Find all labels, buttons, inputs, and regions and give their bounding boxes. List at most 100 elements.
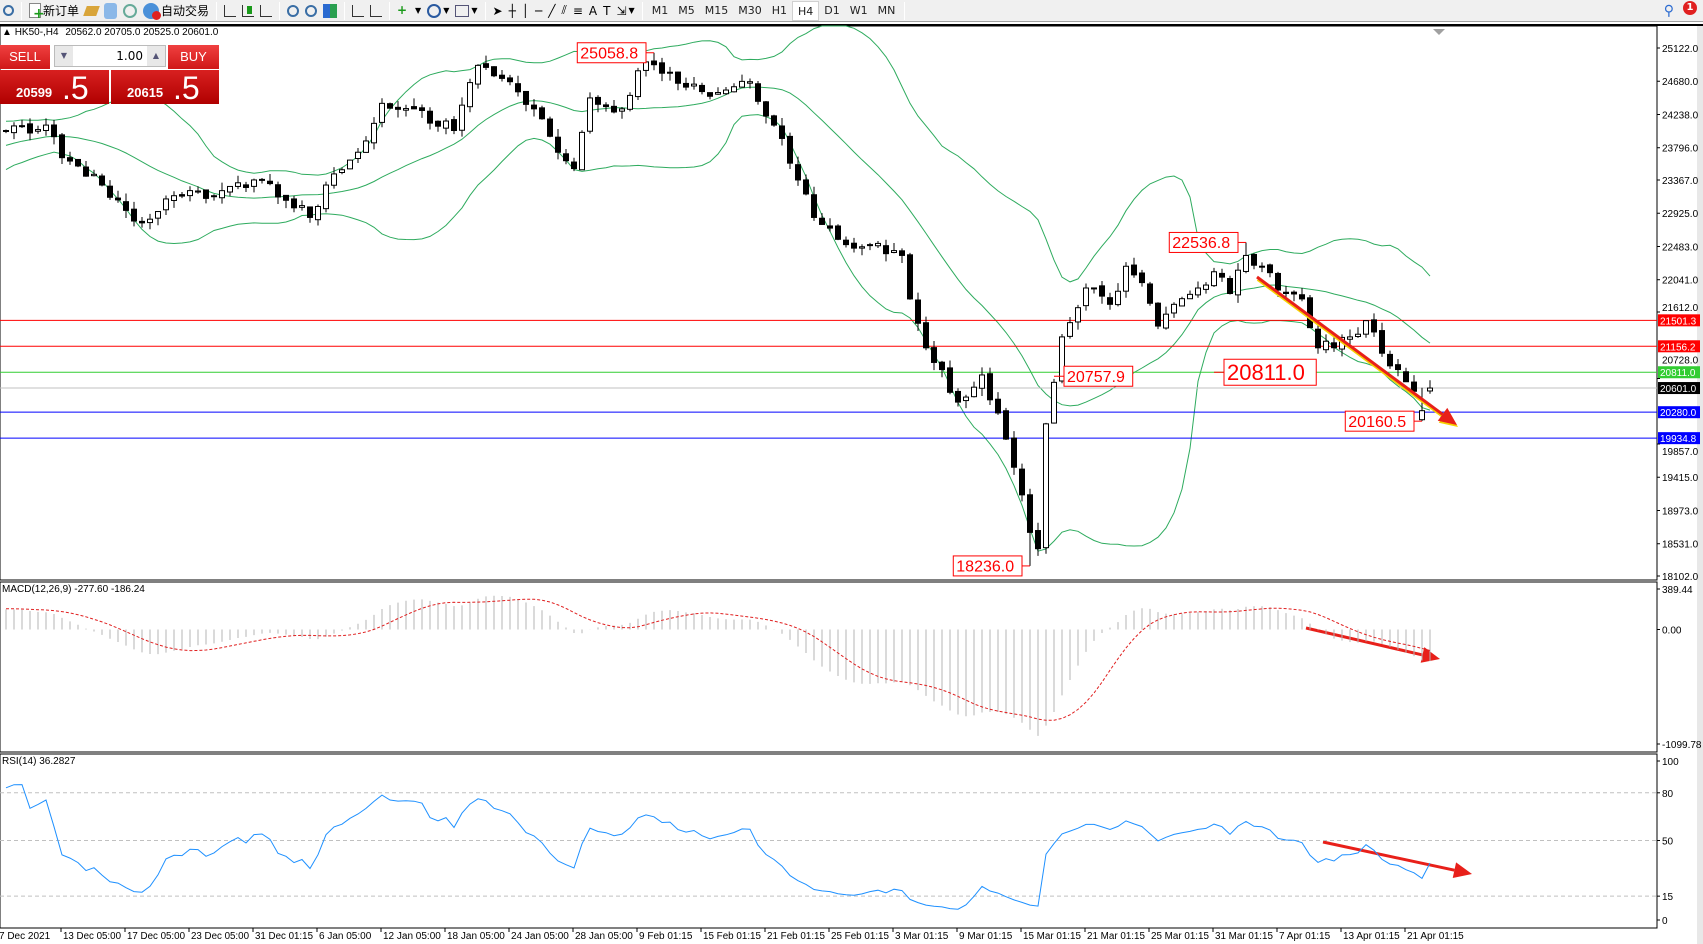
tile-windows-button[interactable]	[320, 1, 340, 21]
lot-size-input[interactable]: ▼ 1.00 ▲	[54, 45, 166, 67]
candle	[379, 98, 385, 128]
notifications-button[interactable]: 1	[1677, 0, 1703, 21]
price-tick-label: 21612.0	[1662, 303, 1699, 314]
candle	[1395, 358, 1401, 377]
arrow-head-icon	[1437, 407, 1457, 425]
chart-shift-button[interactable]	[367, 1, 385, 21]
candle-body	[1323, 340, 1329, 351]
candle	[675, 71, 681, 91]
candle-body	[987, 373, 993, 401]
candle	[1139, 269, 1145, 287]
candle-body	[1107, 297, 1113, 305]
candle	[451, 116, 457, 135]
horizontal-line-button[interactable]: ─	[532, 1, 545, 21]
buy-button[interactable]: BUY	[168, 45, 219, 69]
vertical-line-button[interactable]: │	[519, 1, 532, 21]
increase-lot-icon[interactable]: ▲	[147, 46, 165, 66]
text-label-icon: T	[603, 3, 611, 18]
candle-body	[115, 197, 121, 201]
candle-body	[963, 396, 969, 402]
candle-body	[635, 70, 641, 98]
buy-price-button[interactable]: 20615 .5	[111, 70, 219, 106]
candle	[1387, 350, 1393, 369]
equidistant-channel-button[interactable]: ⫽	[559, 1, 570, 21]
rsi-tick-label: 50	[1662, 837, 1674, 848]
text-button[interactable]: A	[586, 1, 600, 21]
time-tick-label: 15 Mar 01:15	[1023, 931, 1081, 942]
annotation-text: 20757.9	[1067, 369, 1125, 386]
auto-scroll-button[interactable]	[349, 1, 367, 21]
notification-badge: 1	[1683, 0, 1697, 15]
bar-chart-button[interactable]	[221, 1, 239, 21]
timeframe-bar: M1 M5 M15 M30 H1 H4 D1 W1 MN	[647, 0, 901, 21]
indicators-button[interactable]: + ▼	[397, 2, 422, 17]
text-label-button[interactable]: T	[600, 1, 613, 21]
candle	[1091, 287, 1097, 294]
zoom-out-button[interactable]	[302, 1, 320, 21]
one-click-trading-panel: SELL ▼ 1.00 ▲ BUY 20599 .5 20615 .5	[0, 45, 220, 106]
candle	[1171, 302, 1177, 318]
candle-body	[1355, 333, 1361, 338]
candle	[747, 78, 753, 89]
decrease-lot-icon[interactable]: ▼	[55, 46, 73, 66]
macd-histogram	[5, 595, 1431, 736]
candle-body	[867, 244, 873, 247]
timeframe-m15[interactable]: M15	[704, 3, 729, 17]
crosshair-button[interactable]: ┼	[506, 1, 519, 21]
candle	[723, 87, 729, 95]
line-chart-icon	[260, 4, 273, 17]
macd-label: MACD(12,26,9) -277.60 -186.24	[2, 584, 145, 595]
zoom-in-button[interactable]	[284, 1, 302, 21]
line-chart-button[interactable]	[257, 1, 275, 21]
arrows-button[interactable]: ⇲ ▼	[616, 3, 635, 18]
chart-window[interactable]	[0, 24, 1703, 944]
auto-trading-button[interactable]: 自动交易	[140, 1, 212, 21]
candle-body	[499, 74, 505, 79]
time-tick-label: 25 Feb 01:15	[831, 931, 889, 942]
templates-button[interactable]: ▼	[452, 1, 480, 21]
candle	[563, 149, 569, 165]
symbol-label: HK50-,H4	[14, 27, 59, 38]
sell-price-button[interactable]: 20599 .5	[0, 70, 109, 106]
price-level-label: 21156.2	[1660, 342, 1696, 353]
timeframe-m30[interactable]: M30	[738, 3, 762, 17]
time-tick-label: 7 Dec 2021	[0, 931, 51, 942]
collapse-triangle-icon[interactable]: ▲	[2, 27, 12, 38]
candle-body	[1003, 410, 1009, 440]
timeframe-d1[interactable]: D1	[824, 3, 840, 17]
timeframe-h4[interactable]: H4	[791, 0, 820, 21]
candle	[283, 194, 289, 209]
zoom-search-icon[interactable]	[0, 1, 17, 21]
signals-button[interactable]	[120, 1, 140, 21]
periods-button[interactable]: ▼	[424, 1, 452, 21]
trend-arrow-rsi	[1322, 840, 1472, 879]
candle-body	[459, 104, 465, 131]
rsi-label: RSI(14) 36.2827	[2, 756, 76, 767]
candle	[299, 200, 305, 211]
candle-body	[507, 77, 513, 83]
cursor-button[interactable]: ➤	[490, 1, 506, 21]
candle-body	[203, 189, 209, 199]
candle	[1315, 323, 1321, 354]
timeframe-w1[interactable]: W1	[849, 3, 868, 17]
timeframe-m1[interactable]: M1	[651, 3, 669, 17]
timeframe-mn[interactable]: MN	[877, 3, 896, 17]
candle-body	[667, 71, 673, 74]
signal-icon	[123, 3, 138, 18]
trendline-button[interactable]: ╱	[545, 1, 558, 21]
timeframe-h1[interactable]: H1	[771, 3, 787, 17]
sell-button[interactable]: SELL	[0, 45, 50, 69]
candle-body	[1059, 336, 1065, 382]
candle	[1019, 463, 1025, 502]
candle	[603, 102, 609, 112]
auto-scroll-icon	[352, 4, 365, 17]
new-order-button[interactable]: + 新订单	[26, 1, 82, 21]
search-button[interactable]: ⚲	[1661, 1, 1677, 21]
fibonacci-icon: ≡	[572, 3, 583, 18]
data-window-button[interactable]	[101, 1, 120, 21]
candlestick-button[interactable]	[239, 1, 257, 21]
fibonacci-button[interactable]: ≡	[570, 1, 586, 21]
lot-value[interactable]: 1.00	[116, 49, 143, 63]
timeframe-m5[interactable]: M5	[678, 3, 695, 17]
